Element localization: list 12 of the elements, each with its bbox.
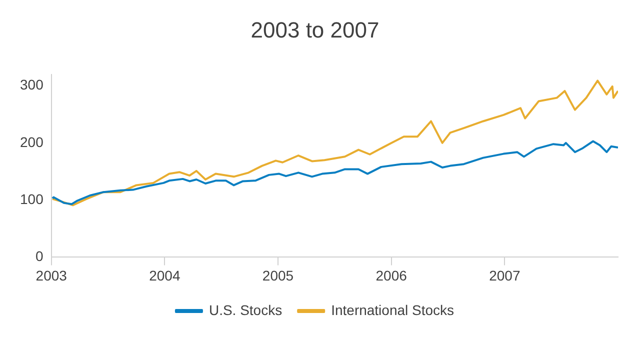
y-tick-label: 0 <box>36 248 44 264</box>
x-tick-label: 2003 <box>36 267 68 284</box>
y-tick-label: 200 <box>20 134 44 150</box>
legend-label: International Stocks <box>331 302 454 318</box>
y-tick-label: 300 <box>20 76 44 93</box>
x-tick-label: 2004 <box>149 267 180 284</box>
y-tick-label: 100 <box>20 190 44 207</box>
chart-title: 2003 to 2007 <box>250 17 380 42</box>
legend-label: U.S. Stocks <box>208 302 282 318</box>
x-tick-label: 2005 <box>262 267 294 284</box>
x-tick-label: 2007 <box>489 267 520 284</box>
x-tick-label: 2006 <box>376 267 408 284</box>
